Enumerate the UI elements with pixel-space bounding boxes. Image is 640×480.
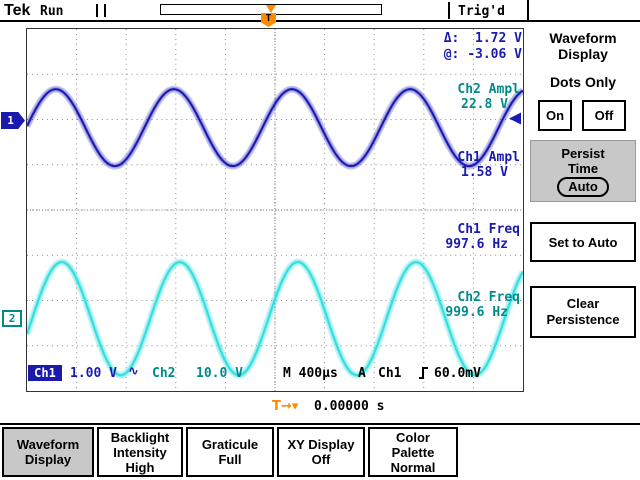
measurement-value: 22.8 V [461, 97, 508, 112]
measurement-ch1-freq: Ch1 Freq 997.6 Hz [404, 222, 520, 252]
ch1-right-arrow-icon [509, 112, 522, 125]
persist-time-value: Auto [557, 176, 609, 197]
trigger-level-readout: 60.0mV [434, 366, 481, 381]
trigger-source-readout: Ch1 [378, 366, 402, 381]
ch2-position-marker: 2 [2, 310, 22, 327]
trigger-status: Trig'd [458, 4, 505, 19]
ch2-scale-readout: 10.0 V [196, 366, 243, 381]
measurement-label: Ch1 Ampl [457, 150, 520, 165]
dots-only-off-button[interactable]: Off [582, 100, 626, 131]
topbar-divider [448, 2, 450, 19]
menu-button-graticule[interactable]: Graticule Full [186, 427, 274, 477]
ch1-scale-readout: 1.00 V [70, 366, 117, 381]
measurement-label: Ch2 Freq [457, 290, 520, 305]
cursor-at-readout: @: -3.06 V [443, 47, 522, 62]
measurement-label: Ch1 Freq [457, 222, 520, 237]
cursor-delta-readout: Δ: 1.72 V [443, 31, 522, 46]
timebase-readout: M 400µs [283, 366, 338, 381]
measurement-label: Ch2 Ampl [457, 82, 520, 97]
measurement-value: 997.6 Hz [445, 237, 508, 252]
measurement-value: 1.58 V [461, 165, 508, 180]
trigger-flag-icon: T [261, 13, 276, 27]
menu-button-waveform-display[interactable]: Waveform Display [2, 427, 94, 477]
cursor-brackets-icon [96, 4, 106, 17]
persist-time-button[interactable]: Persist Time Auto [530, 140, 636, 202]
dots-only-label: Dots Only [549, 74, 617, 90]
record-trigger-position-icon [266, 5, 276, 13]
trigger-time-readout: 0.00000 s [314, 399, 385, 414]
tek-logo: Tek [4, 2, 31, 19]
rising-edge-icon [419, 367, 428, 379]
ch1-coupling-icon: ∿ [128, 364, 139, 379]
trigger-time-icon: T→▾ [272, 399, 299, 414]
trigger-mode-readout: A [358, 366, 366, 381]
top-status-bar: Tek Run Trig'd [0, 0, 640, 22]
ch1-trace [27, 88, 523, 168]
menu-button-xy-display[interactable]: XY Display Off [277, 427, 365, 477]
scope-graticule [26, 28, 524, 392]
right-menu-title: Waveform Display [549, 30, 617, 62]
set-to-auto-button[interactable]: Set to Auto [530, 222, 636, 262]
measurement-ch2-freq: Ch2 Freq 999.6 Hz [404, 290, 520, 320]
menu-button-color-palette[interactable]: Color Palette Normal [368, 427, 458, 477]
menu-divider [527, 0, 529, 21]
measurement-ch1-ampl: Ch1 Ampl 1.58 V [404, 150, 520, 180]
ch2-trace [27, 261, 523, 377]
ch2-label: Ch2 [152, 366, 176, 381]
measurement-value: 999.6 Hz [445, 305, 508, 320]
ch1-position-marker: 1 [1, 112, 25, 129]
dots-only-on-button[interactable]: On [538, 100, 572, 131]
menu-button-backlight-intensity[interactable]: Backlight Intensity High [97, 427, 183, 477]
bottom-divider [0, 423, 640, 425]
measurement-ch2-ampl: Ch2 Ampl 22.8 V [404, 82, 520, 112]
clear-persistence-button[interactable]: Clear Persistence [530, 286, 636, 338]
ch1-badge: Ch1 [28, 365, 62, 381]
acquisition-status: Run [40, 4, 64, 19]
persist-time-label: Persist Time [561, 145, 605, 176]
